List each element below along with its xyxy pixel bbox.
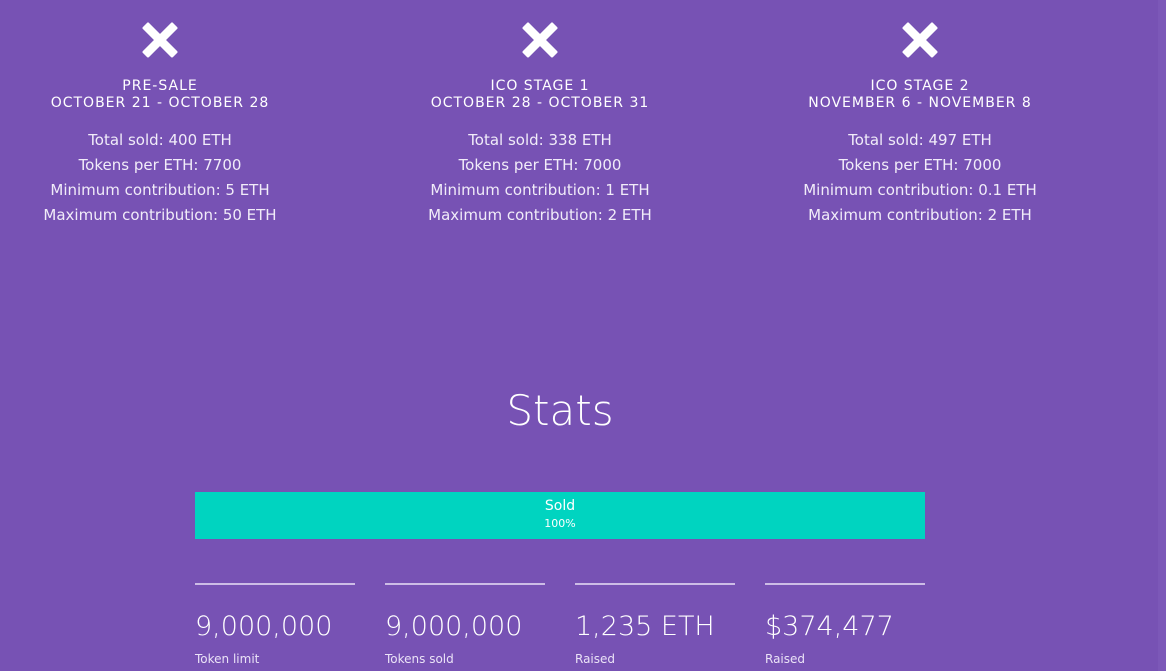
progress-percent: 100% (544, 516, 576, 530)
progress-label: Sold (544, 498, 576, 514)
progress-text: Sold 100% (195, 498, 925, 530)
stat-label: Raised (575, 652, 616, 666)
stage-details: Total sold: 338 ETH Tokens per ETH: 7000… (380, 128, 700, 228)
divider (575, 583, 735, 585)
sold-progress-bar: Sold 100% (195, 492, 925, 539)
total-sold: Total sold: 338 ETH (468, 131, 612, 149)
divider (765, 583, 925, 585)
total-sold: Total sold: 400 ETH (88, 131, 232, 149)
stat-label: Tokens sold (385, 652, 454, 666)
scrollbar[interactable] (1158, 0, 1166, 671)
stat-value: 9,000,000 (385, 611, 523, 642)
minimum-contribution: Minimum contribution: 5 ETH (50, 181, 270, 199)
stage-details: Total sold: 497 ETH Tokens per ETH: 7000… (760, 128, 1080, 228)
stat-label: Raised (765, 652, 806, 666)
stat-token-limit: 9,000,000 Token limit (195, 583, 355, 666)
stage-dates: NOVEMBER 6 - NOVEMBER 8 (808, 95, 1032, 111)
stage-title: ICO STAGE 2 (870, 78, 970, 94)
stat-value: 9,000,000 (195, 611, 333, 642)
tokens-per-eth: Tokens per ETH: 7000 (838, 156, 1002, 174)
maximum-contribution: Maximum contribution: 2 ETH (808, 206, 1032, 224)
close-x-icon (522, 22, 558, 58)
close-x-icon (902, 22, 938, 58)
minimum-contribution: Minimum contribution: 0.1 ETH (803, 181, 1037, 199)
stats-heading: Stats (506, 386, 614, 435)
divider (195, 583, 355, 585)
progress-fill (195, 492, 925, 539)
stat-raised-eth: 1,235 ETH Raised (575, 583, 735, 666)
stage-card-ico-stage-1: ICO STAGE 1 OCTOBER 28 - OCTOBER 31 Tota… (380, 20, 700, 228)
divider (385, 583, 545, 585)
maximum-contribution: Maximum contribution: 2 ETH (428, 206, 652, 224)
stat-label: Token limit (195, 652, 260, 666)
stage-title: ICO STAGE 1 (490, 78, 590, 94)
close-x-icon (142, 22, 178, 58)
stat-value: $374,477 (765, 611, 894, 642)
stat-value: 1,235 ETH (575, 611, 715, 642)
stage-details: Total sold: 400 ETH Tokens per ETH: 7700… (0, 128, 320, 228)
tokens-per-eth: Tokens per ETH: 7000 (458, 156, 622, 174)
stage-card-presale: PRE-SALE OCTOBER 21 - OCTOBER 28 Total s… (0, 20, 320, 228)
total-sold: Total sold: 497 ETH (848, 131, 992, 149)
minimum-contribution: Minimum contribution: 1 ETH (430, 181, 650, 199)
stage-title: PRE-SALE (122, 78, 198, 94)
stage-card-ico-stage-2: ICO STAGE 2 NOVEMBER 6 - NOVEMBER 8 Tota… (760, 20, 1080, 228)
stat-raised-usd: $374,477 Raised (765, 583, 925, 666)
tokens-per-eth: Tokens per ETH: 7700 (78, 156, 242, 174)
stage-dates: OCTOBER 21 - OCTOBER 28 (50, 95, 270, 111)
stat-tokens-sold: 9,000,000 Tokens sold (385, 583, 545, 666)
stage-dates: OCTOBER 28 - OCTOBER 31 (430, 95, 650, 111)
maximum-contribution: Maximum contribution: 50 ETH (43, 206, 277, 224)
